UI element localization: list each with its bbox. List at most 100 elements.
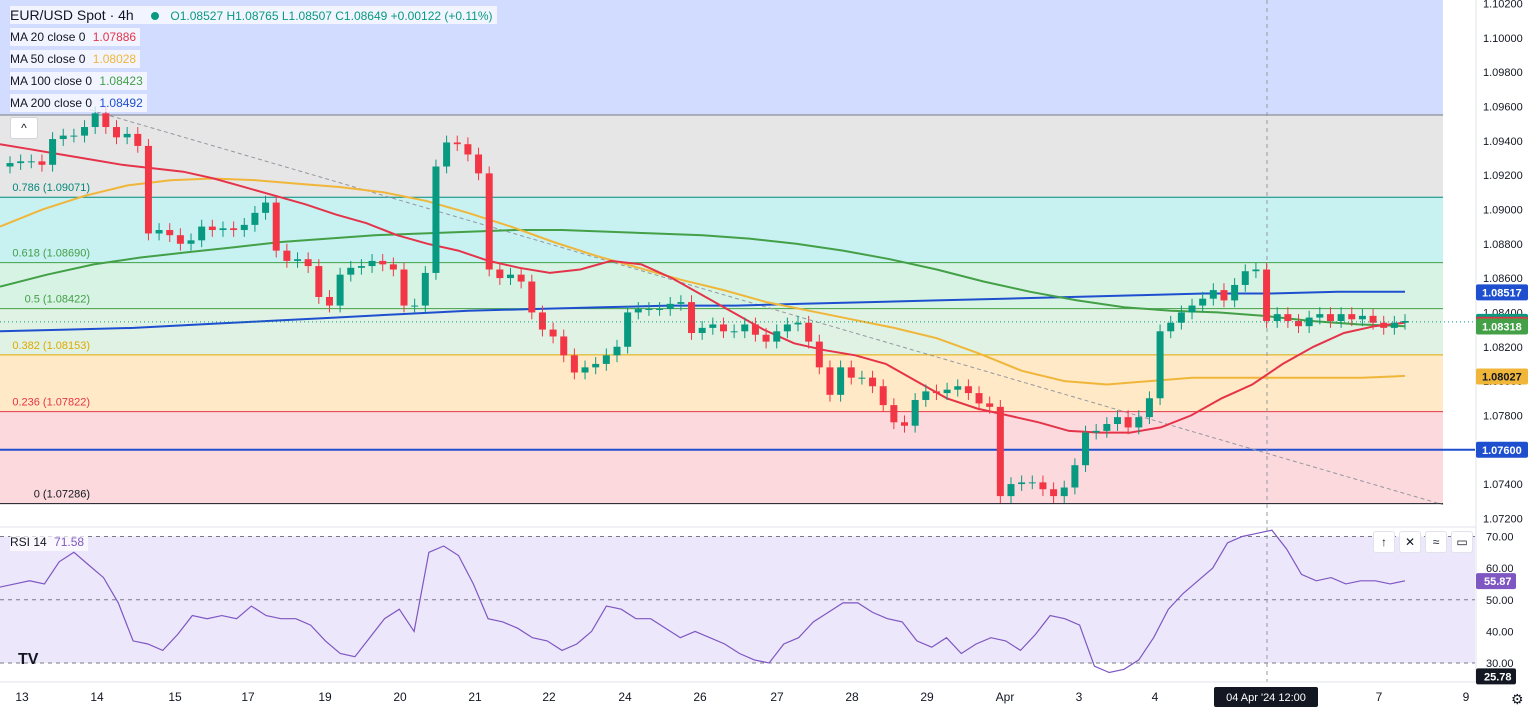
candle-body[interactable] (251, 212, 259, 225)
candle-body[interactable] (901, 422, 909, 426)
ma20-legend[interactable]: MA 20 close 0 1.07886 (10, 28, 141, 46)
candle-body[interactable] (102, 113, 110, 128)
rsi-close-button[interactable]: ✕ (1399, 531, 1421, 553)
candle-body[interactable] (485, 173, 493, 270)
candle-body[interactable] (1380, 322, 1388, 328)
candle-body[interactable] (389, 264, 397, 270)
candle-body[interactable] (1018, 482, 1026, 485)
candle-body[interactable] (453, 142, 461, 145)
candle-body[interactable] (294, 259, 302, 261)
candle-body[interactable] (81, 127, 89, 136)
candle-body[interactable] (1039, 482, 1047, 490)
rsi-maximize-button[interactable]: ▭ (1451, 531, 1473, 553)
candle-body[interactable] (560, 336, 568, 356)
rsi-collapse-button[interactable]: ≈ (1425, 531, 1447, 553)
candle-body[interactable] (176, 235, 184, 244)
candle-body[interactable] (219, 228, 227, 231)
candle-body[interactable] (581, 367, 589, 373)
candle-body[interactable] (847, 367, 855, 378)
candle-body[interactable] (475, 154, 483, 174)
ma100-legend[interactable]: MA 100 close 0 1.08423 (10, 72, 147, 90)
candle-body[interactable] (1028, 482, 1036, 484)
candle-body[interactable] (570, 355, 578, 373)
candle-body[interactable] (688, 302, 696, 334)
candle-body[interactable] (709, 324, 717, 328)
tradingview-logo[interactable]: TV (18, 651, 39, 668)
candle-body[interactable] (975, 393, 983, 404)
candle-body[interactable] (1358, 315, 1366, 320)
candle-body[interactable] (1273, 314, 1281, 322)
candle-body[interactable] (1071, 465, 1079, 488)
candle-body[interactable] (1263, 269, 1271, 322)
ma100-line[interactable] (0, 229, 1406, 328)
candle-body[interactable] (240, 224, 248, 231)
candle-body[interactable] (1305, 317, 1313, 327)
candle-body[interactable] (187, 240, 195, 244)
candle-body[interactable] (645, 308, 653, 310)
candle-body[interactable] (368, 260, 376, 267)
candle-body[interactable] (411, 305, 419, 307)
candle-body[interactable] (517, 274, 525, 282)
candle-body[interactable] (1284, 314, 1292, 322)
ma50-legend[interactable]: MA 50 close 0 1.08028 (10, 50, 141, 68)
candle-body[interactable] (666, 303, 674, 309)
candle-body[interactable] (592, 363, 600, 368)
candle-body[interactable] (208, 226, 216, 231)
trend-line[interactable] (89, 109, 1444, 506)
candle-body[interactable] (741, 324, 749, 332)
candle-body[interactable] (155, 230, 163, 234)
candle-body[interactable] (773, 331, 781, 342)
candle-body[interactable] (262, 202, 270, 213)
candle-body[interactable] (911, 399, 919, 426)
candle-body[interactable] (112, 127, 120, 138)
candle-body[interactable] (549, 329, 557, 337)
candle-body[interactable] (443, 142, 451, 167)
candle-body[interactable] (325, 296, 333, 306)
candle-body[interactable] (613, 346, 621, 356)
ma200-line[interactable] (0, 290, 1405, 333)
candle-body[interactable] (602, 355, 610, 364)
collapse-legend-button[interactable]: ^ (10, 117, 38, 139)
candle-body[interactable] (38, 161, 46, 165)
candle-body[interactable] (1124, 417, 1132, 428)
candle-body[interactable] (1007, 484, 1015, 497)
candle-body[interactable] (17, 161, 25, 164)
candle-body[interactable] (400, 269, 408, 306)
candle-body[interactable] (70, 135, 78, 137)
candle-body[interactable] (1103, 424, 1111, 431)
candle-body[interactable] (123, 133, 131, 138)
candle-body[interactable] (347, 267, 355, 275)
candle-body[interactable] (1135, 417, 1143, 428)
candle-body[interactable] (751, 324, 759, 335)
candle-body[interactable] (996, 406, 1004, 497)
rsi-move-up-button[interactable]: ↑ (1373, 531, 1395, 553)
candle-body[interactable] (144, 145, 152, 234)
candle-body[interactable] (432, 166, 440, 273)
candle-body[interactable] (762, 334, 770, 342)
candle-body[interactable] (826, 367, 834, 395)
candle-body[interactable] (1348, 314, 1356, 320)
gear-icon[interactable]: ⚙ (1511, 691, 1524, 707)
candle-body[interactable] (1156, 331, 1164, 399)
candle-body[interactable] (1113, 417, 1121, 425)
candle-body[interactable] (1199, 298, 1207, 306)
candle-body[interactable] (1295, 321, 1303, 327)
candle-body[interactable] (879, 386, 887, 406)
candle-body[interactable] (538, 312, 546, 330)
candle-body[interactable] (1092, 430, 1100, 433)
candle-body[interactable] (656, 308, 664, 310)
ma20-line[interactable] (0, 143, 1406, 434)
candle-body[interactable] (964, 386, 972, 394)
candle-body[interactable] (49, 139, 57, 165)
candle-body[interactable] (1050, 489, 1058, 497)
candle-body[interactable] (27, 161, 35, 163)
candle-body[interactable] (166, 230, 174, 236)
rsi-line[interactable] (0, 529, 1406, 674)
candle-body[interactable] (805, 322, 813, 342)
candle-body[interactable] (1188, 305, 1196, 313)
candle-body[interactable] (624, 312, 632, 347)
candle-body[interactable] (858, 377, 866, 379)
candle-body[interactable] (730, 331, 738, 333)
rsi-legend[interactable]: RSI 14 71.58 (10, 533, 89, 551)
